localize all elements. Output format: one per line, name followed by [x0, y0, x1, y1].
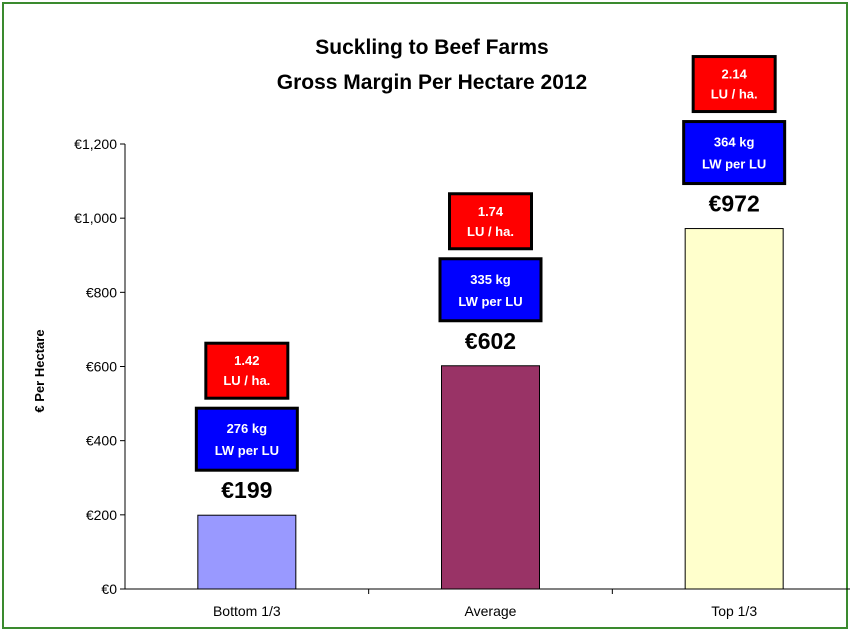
chart-title-line-1: Suckling to Beef Farms — [315, 36, 548, 59]
liveweight-kg-label: 276 kg — [227, 421, 268, 436]
liveweight-box — [194, 406, 299, 472]
y-tick-label: €1,000 — [74, 210, 117, 226]
y-tick-label: €1,200 — [74, 136, 117, 152]
stocking-rate-value: 1.42 — [234, 353, 259, 368]
data-label: €602 — [465, 328, 516, 354]
liveweight-kg-label: 335 kg — [470, 272, 511, 287]
liveweight-box — [682, 120, 787, 186]
chart-svg: Suckling to Beef Farms Gross Margin Per … — [32, 36, 850, 619]
stocking-rate-box — [691, 55, 777, 114]
stocking-rate-unit: LU / ha. — [223, 373, 270, 388]
bar-2 — [441, 365, 540, 590]
stocking-rate-unit: LU / ha. — [467, 224, 514, 239]
stocking-rate-value: 1.74 — [478, 204, 504, 219]
data-label: €972 — [709, 191, 760, 217]
y-tick-label: €600 — [86, 359, 117, 375]
y-axis-label: € Per Hectare — [32, 329, 47, 412]
liveweight-unit-label: LW per LU — [458, 294, 522, 309]
data-label: €199 — [221, 477, 272, 503]
y-tick-label: €0 — [101, 581, 117, 597]
y-tick-label: €200 — [86, 507, 117, 523]
chart-title-line-2: Gross Margin Per Hectare 2012 — [277, 71, 588, 94]
stocking-rate-box — [204, 341, 290, 400]
liveweight-unit-label: LW per LU — [702, 157, 766, 172]
bar-3 — [684, 228, 784, 590]
x-tick-label: Bottom 1/3 — [213, 603, 281, 619]
bar-1 — [197, 514, 297, 590]
liveweight-kg-label: 364 kg — [714, 135, 755, 150]
y-tick-label: €400 — [86, 433, 117, 449]
stocking-rate-unit: LU / ha. — [711, 87, 758, 102]
plot-area: €0 €200 €400 €600 €800 €1,000 €1,200 Bottom 1/3… — [74, 55, 850, 619]
stocking-rate-box — [448, 192, 533, 251]
x-tick-label: Average — [465, 603, 517, 619]
liveweight-box — [438, 257, 543, 323]
liveweight-unit-label: LW per LU — [215, 443, 279, 458]
y-tick-label: €800 — [86, 284, 117, 300]
x-tick-label: Top 1/3 — [711, 603, 757, 619]
stocking-rate-value: 2.14 — [722, 67, 748, 82]
